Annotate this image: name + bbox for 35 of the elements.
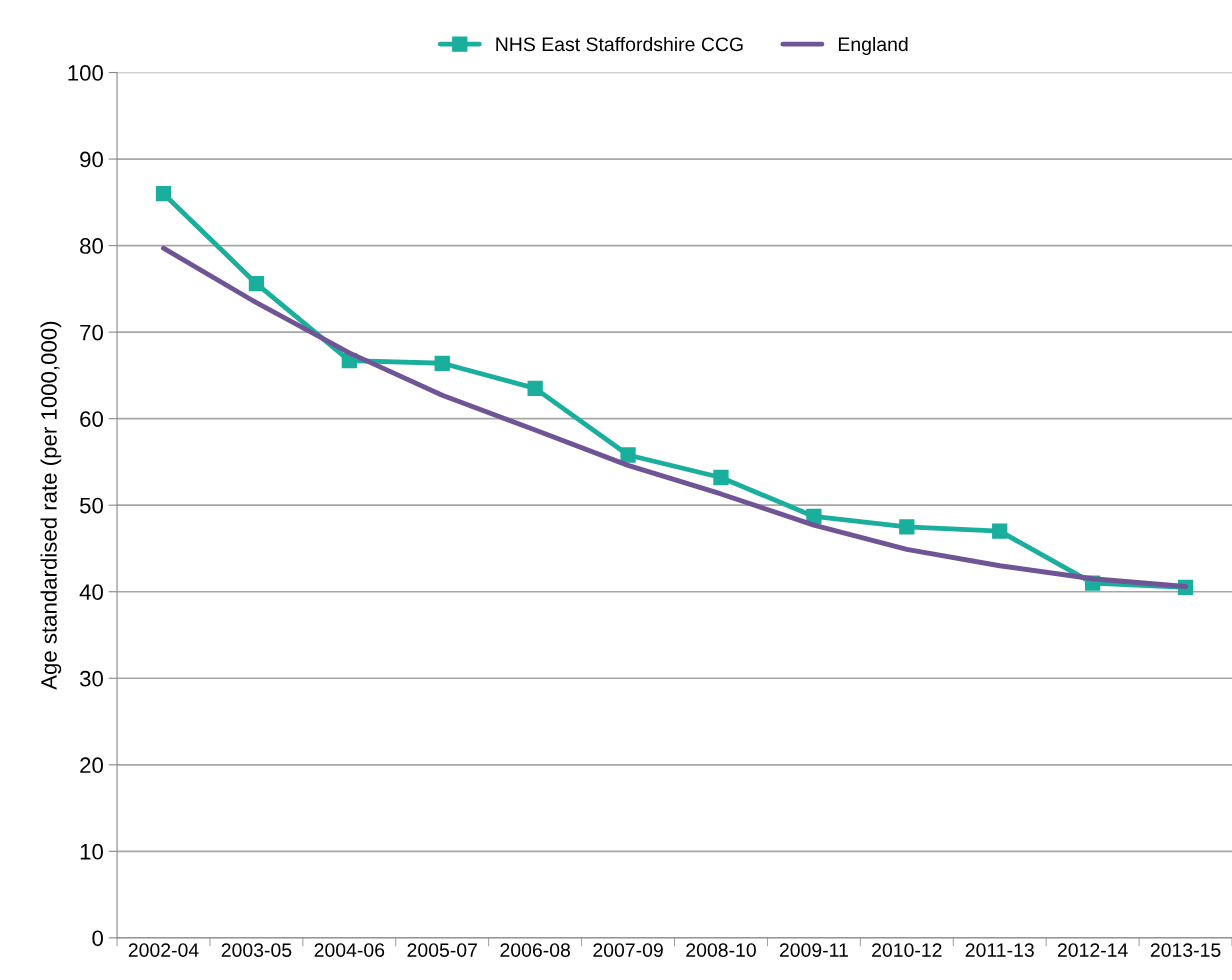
y-tick-label: 60 — [80, 411, 103, 427]
x-tick-label: 2012-14 — [1057, 943, 1128, 957]
y-tick-label: 80 — [80, 238, 103, 254]
point — [434, 355, 450, 371]
x-tick-label: 2013-15 — [1150, 943, 1221, 957]
point — [806, 508, 822, 525]
y-tick-label: 40 — [79, 584, 103, 600]
y-axis-title: Age standardised rate (per 1000,000) — [40, 321, 62, 690]
legend-label: England — [838, 36, 908, 56]
y-tick-label: 10 — [80, 843, 103, 860]
point — [248, 276, 265, 292]
y-tick-label: 90 — [80, 151, 103, 168]
y-tick-label: 20 — [80, 757, 103, 774]
x-tick-label: 2011-13 — [965, 943, 1034, 957]
x-tick-label: 2002-04 — [128, 943, 199, 957]
point — [620, 447, 636, 463]
x-tick-label: 2009-11 — [779, 943, 848, 957]
x-tick-label: 2008-10 — [686, 943, 756, 957]
y-tick-label: 0 — [92, 930, 103, 947]
y-tick-label: 30 — [79, 670, 103, 687]
point — [155, 186, 172, 202]
y-tick-label: 100 — [68, 65, 103, 81]
x-tick-label: 2007-09 — [593, 943, 663, 957]
x-tick-label: 2010-12 — [872, 943, 942, 957]
x-tick-label: 2006-08 — [500, 943, 570, 957]
x-tick-label: 2003-05 — [221, 943, 292, 957]
point — [713, 469, 729, 486]
legend-label: NHS East Staffordshire CCG — [496, 36, 743, 52]
point — [899, 519, 915, 535]
point — [992, 523, 1008, 539]
y-tick-label: 70 — [80, 324, 103, 341]
y-tick-label: 50 — [80, 497, 103, 514]
point — [527, 380, 543, 397]
x-tick-label: 2005-07 — [407, 943, 477, 957]
x-tick-label: 2004-06 — [314, 943, 385, 957]
